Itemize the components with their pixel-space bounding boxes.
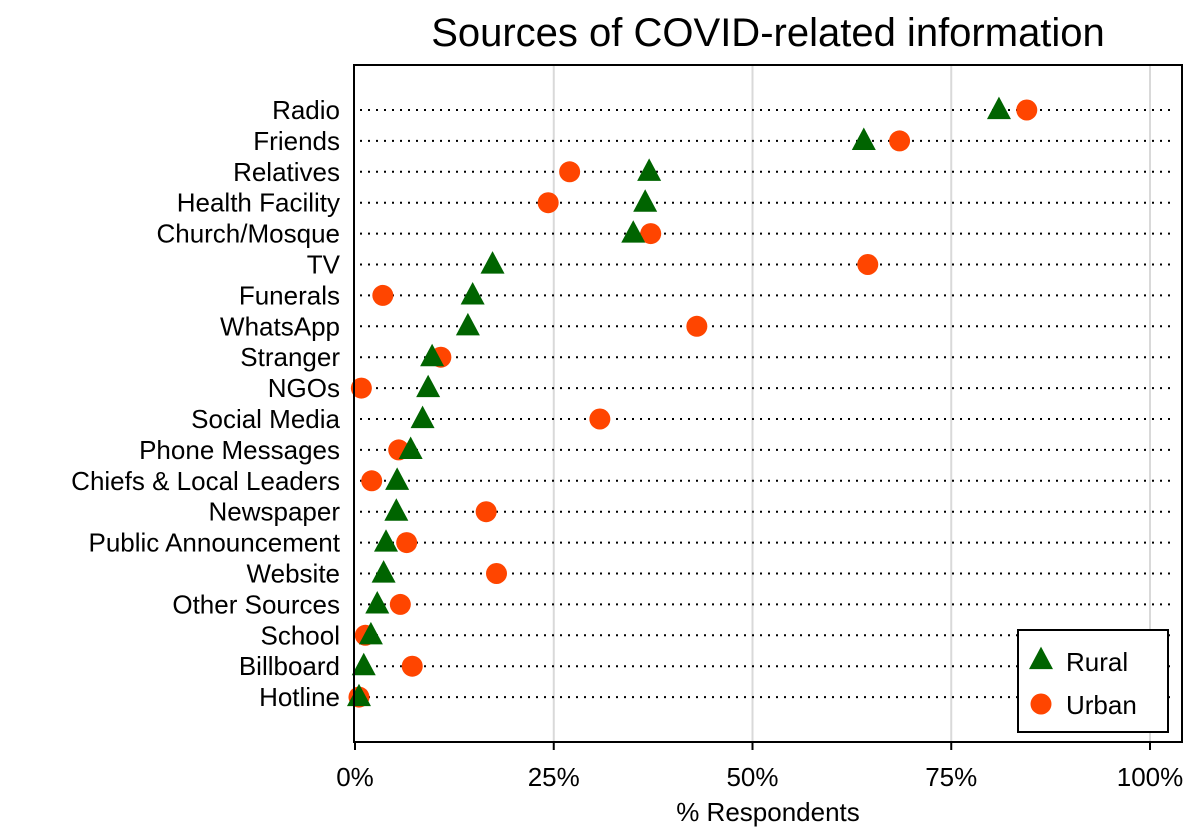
urban-point bbox=[401, 655, 423, 677]
rural-point bbox=[420, 343, 445, 367]
rural-point bbox=[346, 683, 371, 707]
category-label: Billboard bbox=[239, 651, 340, 681]
rural-point bbox=[633, 189, 658, 212]
category-label: NGOs bbox=[268, 373, 340, 403]
category-label: Radio bbox=[272, 95, 340, 125]
x-tick-label: 75% bbox=[925, 762, 977, 792]
urban-point bbox=[559, 161, 581, 183]
category-label: Social Media bbox=[191, 404, 340, 434]
urban-point bbox=[350, 377, 372, 399]
urban-point bbox=[537, 192, 559, 214]
urban-point bbox=[686, 315, 708, 337]
rural-point bbox=[398, 436, 423, 459]
urban-point bbox=[389, 593, 411, 615]
category-label: Relatives bbox=[233, 157, 340, 187]
category-label: Church/Mosque bbox=[156, 219, 340, 249]
plot-frame bbox=[353, 64, 1183, 743]
rural-point bbox=[371, 560, 396, 583]
urban-point bbox=[589, 408, 611, 430]
rural-point bbox=[351, 652, 376, 676]
legend-rural-label: Rural bbox=[1066, 647, 1128, 677]
x-tick-label: 100% bbox=[1117, 762, 1184, 792]
rural-point bbox=[621, 220, 646, 243]
category-label: WhatsApp bbox=[220, 311, 340, 341]
legend-box bbox=[1017, 629, 1169, 733]
rural-point bbox=[460, 282, 485, 305]
rural-point bbox=[986, 96, 1011, 120]
legend-rural-marker bbox=[1029, 646, 1053, 670]
urban-point bbox=[475, 501, 497, 523]
rural-point bbox=[385, 467, 410, 490]
rural-point bbox=[455, 312, 480, 336]
category-label: Health Facility bbox=[177, 188, 340, 218]
category-label: Chiefs & Local Leaders bbox=[71, 466, 340, 496]
urban-point bbox=[372, 284, 394, 306]
urban-point bbox=[857, 254, 879, 275]
urban-point bbox=[396, 532, 418, 554]
category-label: School bbox=[261, 620, 341, 650]
legend-urban-marker bbox=[1030, 693, 1052, 715]
rural-point bbox=[480, 251, 505, 274]
x-axis-label: % Respondents bbox=[676, 797, 860, 827]
rural-point bbox=[365, 591, 390, 614]
category-label: Public Announcement bbox=[88, 528, 340, 558]
rural-point bbox=[851, 127, 876, 150]
urban-point bbox=[486, 563, 508, 584]
rural-point bbox=[384, 498, 409, 521]
category-label: Hotline bbox=[259, 682, 340, 712]
category-label: Phone Messages bbox=[139, 435, 340, 465]
urban-point bbox=[889, 130, 911, 152]
category-label: Stranger bbox=[240, 342, 340, 372]
x-tick-label: 25% bbox=[528, 762, 580, 792]
rural-point bbox=[374, 529, 399, 552]
rural-point bbox=[416, 374, 441, 398]
category-label: Website bbox=[247, 559, 340, 589]
category-label: Newspaper bbox=[208, 497, 340, 527]
x-tick-label: 50% bbox=[726, 762, 778, 792]
rural-point bbox=[410, 405, 435, 429]
urban-point bbox=[361, 470, 383, 492]
category-label: Other Sources bbox=[172, 589, 340, 619]
urban-point bbox=[640, 223, 662, 245]
category-label: Funerals bbox=[239, 280, 340, 310]
chart-title: Sources of COVID-related information bbox=[431, 11, 1105, 55]
category-label: TV bbox=[307, 250, 341, 280]
legend: Rural Urban bbox=[1017, 629, 1169, 733]
rural-point bbox=[358, 621, 383, 645]
marks-layer bbox=[346, 96, 1038, 708]
urban-point bbox=[1016, 99, 1038, 121]
x-axis: 0% 25% 50% 75% 100% bbox=[336, 742, 1183, 792]
category-label: Friends bbox=[253, 126, 340, 156]
rural-point bbox=[637, 158, 662, 181]
x-tick-label: 0% bbox=[336, 762, 374, 792]
legend-urban-label: Urban bbox=[1066, 690, 1137, 720]
